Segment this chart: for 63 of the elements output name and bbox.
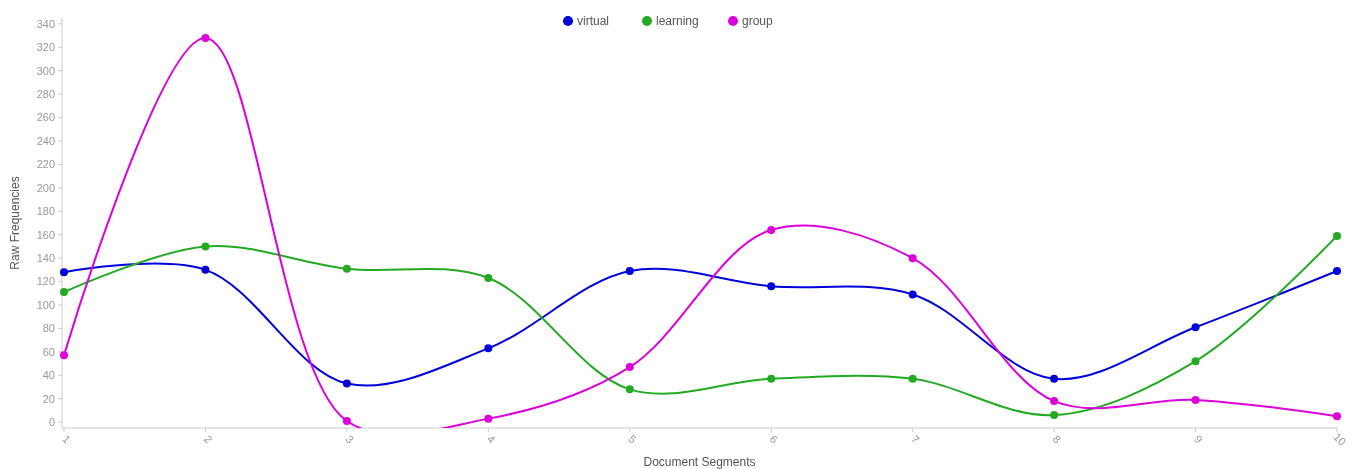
- point: [60, 268, 68, 277]
- y-tick-label: 140: [36, 251, 55, 264]
- point: [484, 414, 493, 423]
- point: [908, 374, 917, 383]
- point: [484, 274, 493, 283]
- y-tick-label: 220: [36, 158, 55, 171]
- x-tick-label: 2: [201, 432, 215, 446]
- y-tick-label: 20: [42, 392, 55, 405]
- point: [767, 282, 776, 291]
- point: [342, 379, 351, 388]
- y-tick-label: 80: [42, 322, 55, 335]
- y-tick-label: 180: [36, 205, 55, 218]
- x-tick-label: 8: [1050, 432, 1064, 446]
- y-tick-label: 320: [36, 41, 55, 54]
- x-tick-label: 4: [484, 432, 498, 446]
- point: [484, 344, 493, 353]
- point: [908, 254, 917, 263]
- legend-label: virtual: [577, 14, 610, 29]
- point: [60, 288, 68, 297]
- point: [201, 242, 210, 251]
- point: [342, 416, 351, 425]
- x-axis-title: Document Segments: [643, 455, 756, 469]
- y-tick-label: 300: [36, 64, 55, 77]
- point: [625, 385, 634, 394]
- point: [908, 290, 917, 299]
- y-tick-label: 340: [36, 17, 55, 30]
- point: [60, 351, 68, 360]
- point: [1050, 374, 1059, 383]
- point: [1191, 395, 1200, 404]
- x-tick-label: 10: [1331, 430, 1349, 448]
- point: [1333, 412, 1341, 421]
- y-tick-label: 60: [42, 345, 55, 358]
- point: [342, 264, 351, 273]
- y-tick-label: 0: [48, 415, 55, 428]
- x-tick-label: 6: [767, 432, 781, 446]
- x-tick-label: 3: [343, 432, 357, 446]
- y-tick-label: 240: [36, 134, 55, 147]
- point: [767, 226, 776, 235]
- y-tick-label: 260: [36, 111, 55, 124]
- y-tick-label: 280: [36, 87, 55, 100]
- y-tick-label: 100: [36, 298, 55, 311]
- y-tick-label: 40: [42, 369, 55, 382]
- point: [1050, 397, 1059, 406]
- point: [1191, 323, 1200, 332]
- point: [1333, 231, 1341, 240]
- point: [1050, 411, 1059, 420]
- point: [1333, 267, 1341, 276]
- x-tick-label: 7: [909, 432, 922, 446]
- y-tick-label: 120: [36, 275, 55, 288]
- legend-label: learning: [656, 14, 699, 29]
- point: [1191, 357, 1200, 366]
- point: [201, 33, 210, 42]
- point: [767, 374, 776, 383]
- y-tick-label: 160: [36, 228, 55, 241]
- x-tick-label: 9: [1191, 432, 1205, 446]
- x-tick-label: 5: [626, 432, 640, 446]
- x-tick-label: 1: [60, 432, 74, 446]
- point: [625, 267, 634, 276]
- legend-label: group: [742, 14, 774, 29]
- point: [625, 363, 634, 372]
- y-tick-label: 200: [36, 181, 55, 194]
- point: [201, 265, 210, 274]
- y-axis-title: Raw Frequencies: [8, 176, 22, 270]
